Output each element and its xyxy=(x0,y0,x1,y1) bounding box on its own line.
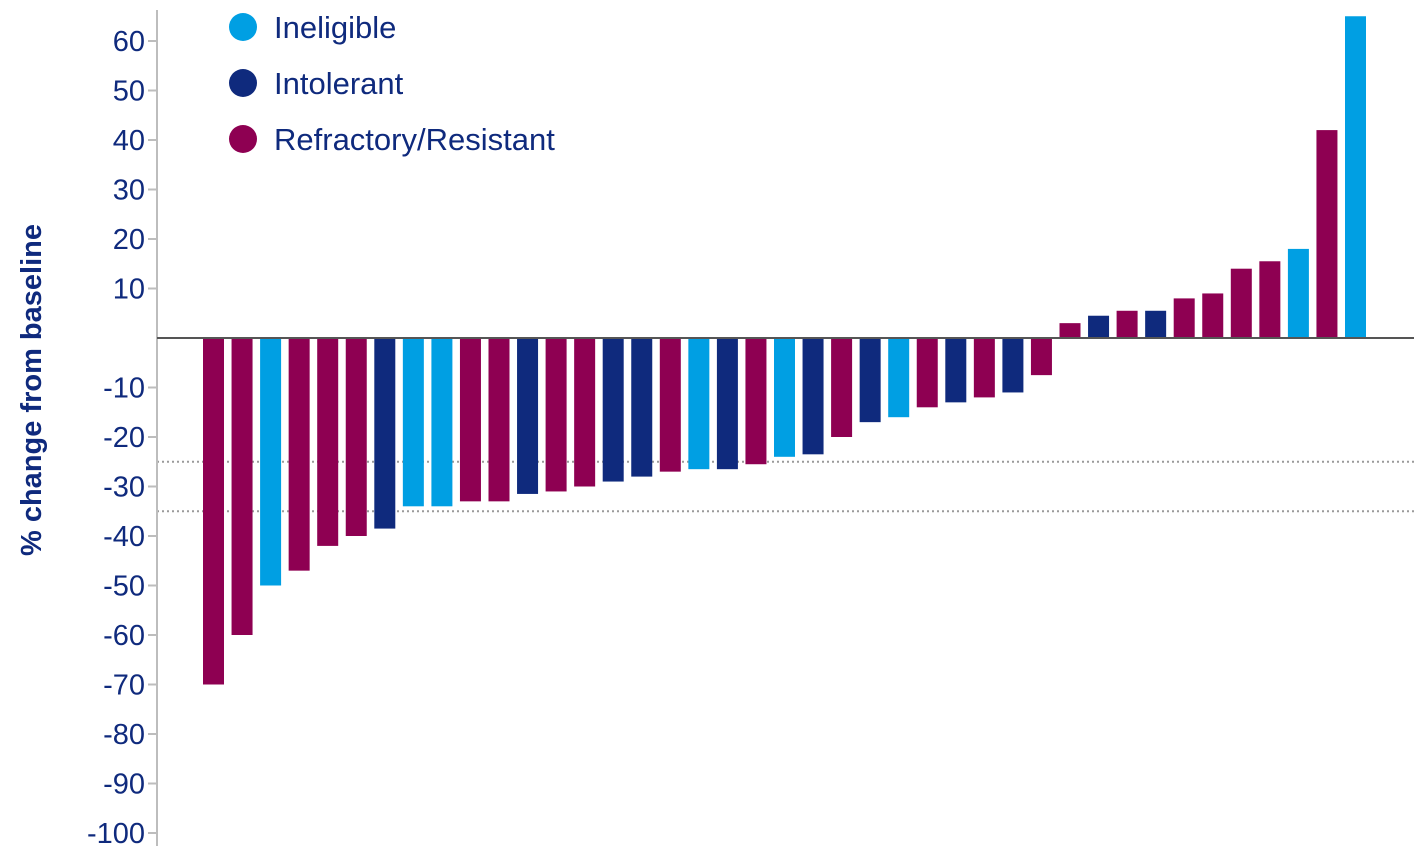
y-tick-label: 10 xyxy=(113,274,145,306)
bar-intolerant xyxy=(716,338,738,470)
y-tick-label: -100 xyxy=(87,818,145,850)
bar-refractory xyxy=(317,338,339,546)
bar-refractory xyxy=(488,338,510,502)
bar-intolerant xyxy=(859,338,881,423)
bar-refractory xyxy=(973,338,995,398)
y-tick-label: -80 xyxy=(103,719,145,751)
y-axis: 60 50 40 30 20 10 -10 -20 -30 -40 -50 -60 -70 -80 -90 -… xyxy=(87,10,158,850)
bar-intolerant xyxy=(1002,338,1024,393)
bar-refractory xyxy=(1173,298,1195,338)
bar-refractory xyxy=(1230,268,1252,338)
bar-intolerant xyxy=(517,338,539,494)
bar-intolerant xyxy=(631,338,653,477)
bar-ineligible xyxy=(402,338,424,507)
bar-refractory xyxy=(1316,130,1338,338)
bar-refractory xyxy=(1259,261,1281,338)
legend: Ineligible Intolerant Refractory/Resistant xyxy=(229,10,555,157)
bar-refractory xyxy=(231,338,253,635)
bar-intolerant xyxy=(374,338,396,529)
bar-refractory xyxy=(459,338,481,502)
bar-refractory xyxy=(916,338,938,408)
bar-refractory xyxy=(1059,323,1081,338)
bar-refractory xyxy=(1116,310,1138,338)
bar-ineligible xyxy=(888,338,910,418)
bar-refractory xyxy=(659,338,681,472)
legend-label-intolerant: Intolerant xyxy=(274,66,404,101)
bar-ineligible xyxy=(774,338,795,457)
bar-refractory xyxy=(831,338,853,437)
bar-ineligible xyxy=(688,338,710,470)
y-tick-label: -60 xyxy=(103,620,145,652)
y-tick-label: -10 xyxy=(103,373,145,405)
bar-intolerant xyxy=(1145,310,1167,338)
y-tick-label: -70 xyxy=(103,670,145,702)
y-tick-label: -50 xyxy=(103,571,145,603)
y-tick-label: -90 xyxy=(103,769,145,801)
bar-refractory xyxy=(574,338,596,487)
bar-refractory xyxy=(345,338,367,536)
bar-refractory xyxy=(203,338,224,685)
bar-intolerant xyxy=(945,338,967,403)
y-tick-label: -20 xyxy=(103,422,145,454)
bar-intolerant xyxy=(1088,315,1110,338)
y-axis-label: % change from baseline xyxy=(16,224,48,556)
y-tick-label: -30 xyxy=(103,472,145,504)
y-tick-label: 60 xyxy=(113,26,145,58)
legend-marker-intolerant xyxy=(229,69,257,97)
legend-label-refractory: Refractory/Resistant xyxy=(274,122,555,157)
y-tick-label: 30 xyxy=(113,175,145,207)
bar-refractory xyxy=(1202,293,1224,338)
y-tick-label: 50 xyxy=(113,76,145,108)
legend-marker-refractory xyxy=(229,125,257,153)
bar-refractory xyxy=(288,338,310,571)
bar-series xyxy=(203,16,1366,685)
bar-intolerant xyxy=(602,338,624,482)
legend-label-ineligible: Ineligible xyxy=(274,10,396,45)
bar-ineligible xyxy=(1345,16,1366,338)
y-tick-label: 20 xyxy=(113,224,145,256)
y-tick-label: 40 xyxy=(113,125,145,157)
y-ticks: 60 50 40 30 20 10 -10 -20 -30 -40 -50 -60 -70 -80 -90 -… xyxy=(87,26,157,850)
bar-ineligible xyxy=(1287,248,1309,338)
bar-refractory xyxy=(545,338,567,492)
bar-refractory xyxy=(1030,338,1052,376)
bar-intolerant xyxy=(802,338,824,455)
legend-marker-ineligible xyxy=(229,13,257,41)
bar-refractory xyxy=(745,338,767,465)
bar-ineligible xyxy=(431,338,453,507)
y-tick-label: -40 xyxy=(103,521,145,553)
reference-lines xyxy=(157,460,1414,513)
bar-ineligible xyxy=(260,338,282,586)
